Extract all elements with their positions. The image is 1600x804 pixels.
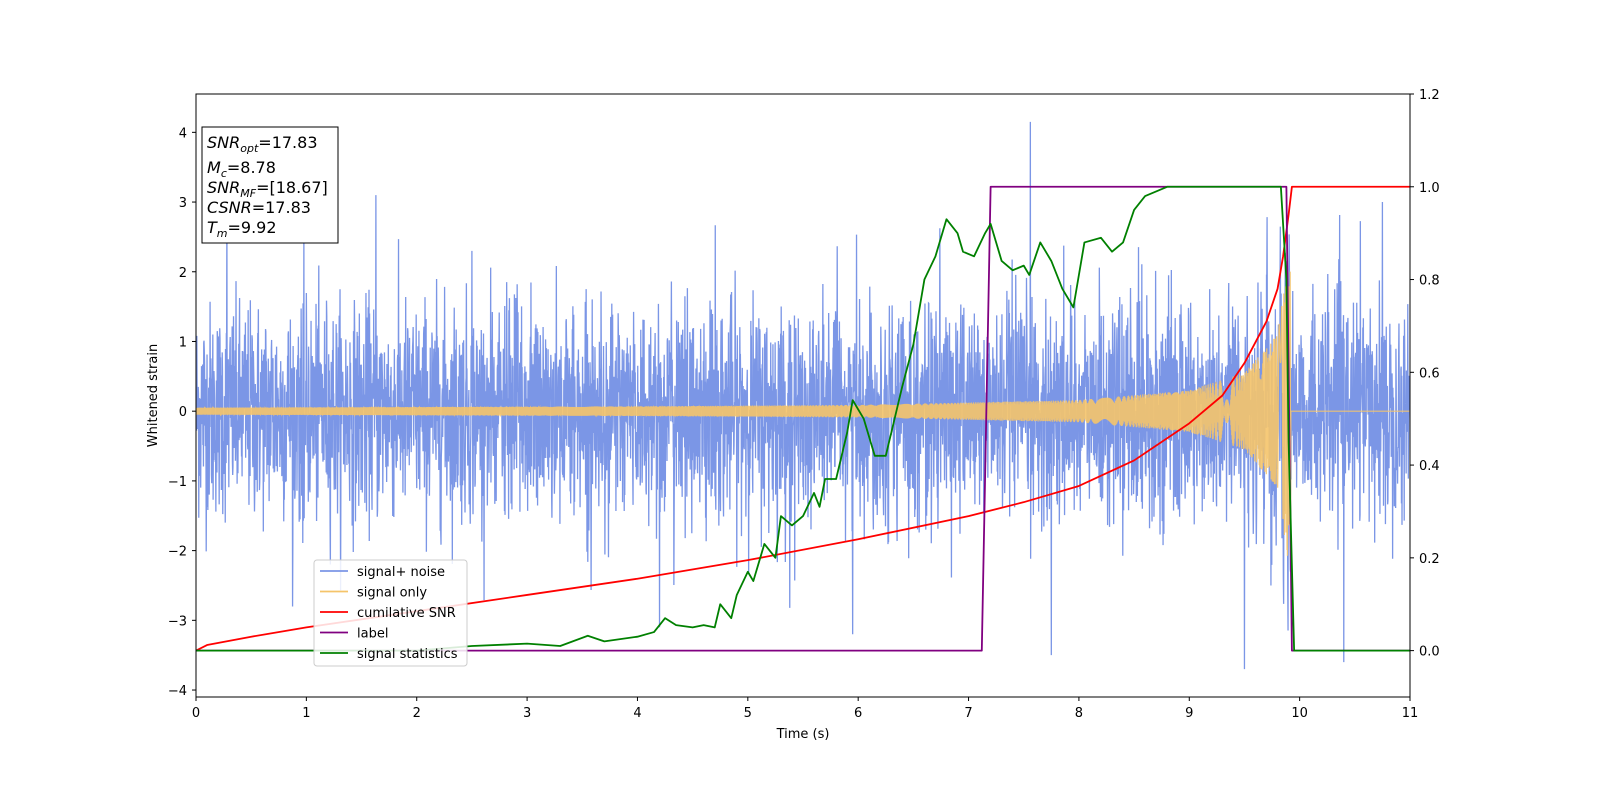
y-tick-label: −1 [168, 475, 187, 490]
annotation-line: Tm=9.92 [207, 218, 277, 240]
legend-label: signal only [357, 586, 427, 601]
x-tick-label: 4 [633, 706, 641, 721]
x-tick-label: 3 [523, 706, 531, 721]
annotation-line: SNRMF=[18.67] [207, 178, 328, 200]
y2-tick-label: 0.4 [1419, 459, 1440, 474]
x-tick-label: 6 [854, 706, 862, 721]
y-tick-label: 0 [179, 405, 187, 420]
x-tick-label: 0 [192, 706, 200, 721]
x-tick-label: 2 [413, 706, 421, 721]
legend-label: label [357, 627, 388, 642]
series-signal-only [196, 267, 1410, 556]
legend-label: signal+ noise [357, 565, 445, 580]
annotation-box: SNRopt=17.83 Mc=8.78SNRMF=[18.67]CSNR=17.… [201, 126, 339, 244]
x-tick-label: 5 [744, 706, 752, 721]
y2-tick-label: 0.6 [1419, 366, 1440, 381]
y2-tick-label: 0.0 [1419, 645, 1440, 660]
legend-label: cumilative SNR [357, 606, 456, 621]
annotation-line: CSNR=17.83 [207, 198, 311, 217]
x-tick-label: 7 [964, 706, 972, 721]
y2-tick-label: 0.8 [1419, 274, 1440, 289]
y-tick-label: 3 [179, 196, 187, 211]
y-tick-label: 4 [179, 126, 187, 141]
legend-label: signal statistics [357, 647, 458, 662]
legend: signal+ noise signal only cumilative SNR la… [313, 559, 468, 667]
x-tick-label: 10 [1291, 706, 1308, 721]
y-axis-label: Whitened strain [146, 344, 161, 447]
y-tick-label: −4 [168, 684, 187, 699]
y-tick-label: −2 [168, 545, 187, 560]
y-tick-label: 1 [179, 335, 187, 350]
y-tick-label: −3 [168, 614, 187, 629]
x-tick-label: 1 [302, 706, 310, 721]
x-tick-label: 11 [1402, 706, 1419, 721]
y2-tick-label: 1.0 [1419, 181, 1440, 196]
y2-tick-label: 0.2 [1419, 552, 1440, 567]
x-axis-label: Time (s) [776, 727, 830, 742]
x-tick-label: 8 [1075, 706, 1083, 721]
ticks-layer: 0 1 2 3 4 5 6 7 8 9 10 1143210−1−2−3−41.21.00.80.60… [168, 88, 1440, 721]
axes-frame [195, 93, 1411, 698]
series-signal-statistics [196, 185, 1410, 652]
annotation-line: SNRopt=17.83 [207, 133, 318, 155]
y2-tick-label: 1.2 [1419, 88, 1440, 103]
annotation-line: Mc=8.78 [207, 158, 276, 180]
x-tick-label: 9 [1185, 706, 1193, 721]
y-tick-label: 2 [179, 266, 187, 281]
